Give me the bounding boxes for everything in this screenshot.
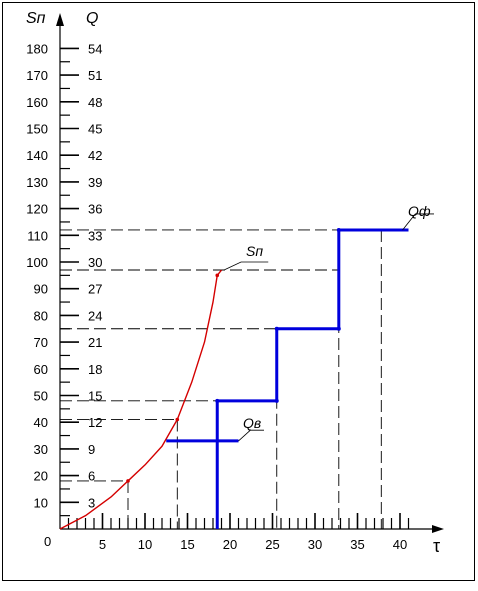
x-tick-label: 20 — [223, 537, 237, 552]
series-point — [274, 326, 279, 331]
y-left-tick-label: 100 — [26, 255, 48, 270]
y-right-tick-label: 6 — [88, 469, 95, 484]
y-right-tick-label: 30 — [88, 255, 102, 270]
guide-lines — [60, 229, 382, 529]
y-right-tick-label: 33 — [88, 228, 102, 243]
y-left-tick-label: 150 — [26, 122, 48, 137]
y-right-tick-label: 54 — [88, 41, 102, 56]
y-left-tick-label: 40 — [34, 415, 48, 430]
y-axis-arrow — [56, 13, 64, 26]
y-right-tick-label: 39 — [88, 175, 102, 190]
y-right-tick-label: 36 — [88, 202, 102, 217]
y-right-tick-label: 12 — [88, 415, 102, 430]
y-left-title: Sп — [26, 10, 46, 27]
y-right-tick-label: 3 — [88, 495, 95, 510]
y-left-tick-label: 170 — [26, 68, 48, 83]
y-right-tick-label: 24 — [88, 308, 102, 323]
y-left-tick-label: 80 — [34, 308, 48, 323]
y-right-tick-label: 48 — [88, 95, 102, 110]
y-left-tick-label: 20 — [34, 469, 48, 484]
y-right-tick-label: 51 — [88, 68, 102, 83]
x-tick-label: 35 — [350, 537, 364, 552]
y-left-tick-label: 30 — [34, 442, 48, 457]
annotation-leader — [223, 261, 269, 271]
y-left-tick-label: 70 — [34, 335, 48, 350]
x-origin-label: 0 — [44, 534, 51, 549]
series-line — [59, 269, 223, 530]
series-point — [215, 273, 220, 278]
series-line — [215, 228, 409, 529]
series-point — [336, 326, 341, 331]
x-tick-label: 15 — [180, 537, 194, 552]
y-left-tick-label: 110 — [27, 228, 48, 243]
y-right-tick-label: 45 — [88, 122, 102, 137]
x-tick-label: 40 — [393, 537, 407, 552]
y-left-tick-label: 180 — [26, 41, 48, 56]
y-right-tick-label: 15 — [88, 389, 102, 404]
x-tick-label: 30 — [308, 537, 322, 552]
x-tick-label: 10 — [138, 537, 152, 552]
y-ticks: 10 20 30 40 50 60 70 80 90 100 110 120 130 140 150 160 1… — [26, 41, 102, 517]
y-right-tick-label: 9 — [88, 442, 95, 457]
y-right-tick-label: 42 — [88, 148, 102, 163]
x-tick-label: 25 — [265, 537, 279, 552]
y-left-tick-label: 50 — [34, 389, 48, 404]
series-point — [126, 479, 130, 483]
x-axis-title: τ — [433, 536, 440, 556]
annotation-leader — [402, 213, 434, 231]
series-point — [175, 417, 180, 422]
y-left-tick-label: 160 — [26, 95, 48, 110]
series — [59, 227, 409, 530]
annotation-label: Qф — [408, 203, 431, 219]
y-right-title: Q — [86, 10, 98, 27]
series-point — [274, 398, 279, 403]
annotation-leader — [238, 429, 264, 442]
y-right-tick-label: 18 — [88, 362, 102, 377]
y-left-tick-label: 130 — [26, 175, 48, 190]
y-left-tick-label: 60 — [34, 362, 48, 377]
x-tick-label: 5 — [99, 537, 106, 552]
y-right-tick-label: 27 — [88, 282, 102, 297]
series-point — [215, 398, 220, 403]
x-axis-arrow — [432, 525, 444, 533]
annotation-label: Sп — [246, 243, 263, 259]
y-left-title-text: Sп — [26, 10, 46, 27]
chart-border — [2, 2, 475, 581]
annotations: Sп Qф Qв — [223, 203, 434, 442]
x-ticks: 5 10 15 20 25 30 35 40 — [67, 513, 410, 552]
y-left-tick-label: 90 — [34, 282, 48, 297]
y-left-tick-label: 140 — [26, 148, 48, 163]
y-right-tick-label: 21 — [88, 335, 102, 350]
annotation-label: Qв — [243, 415, 261, 431]
y-left-tick-label: 120 — [26, 202, 48, 217]
y-left-tick-label: 10 — [34, 495, 48, 510]
axes — [56, 13, 444, 533]
series-point — [336, 227, 341, 232]
